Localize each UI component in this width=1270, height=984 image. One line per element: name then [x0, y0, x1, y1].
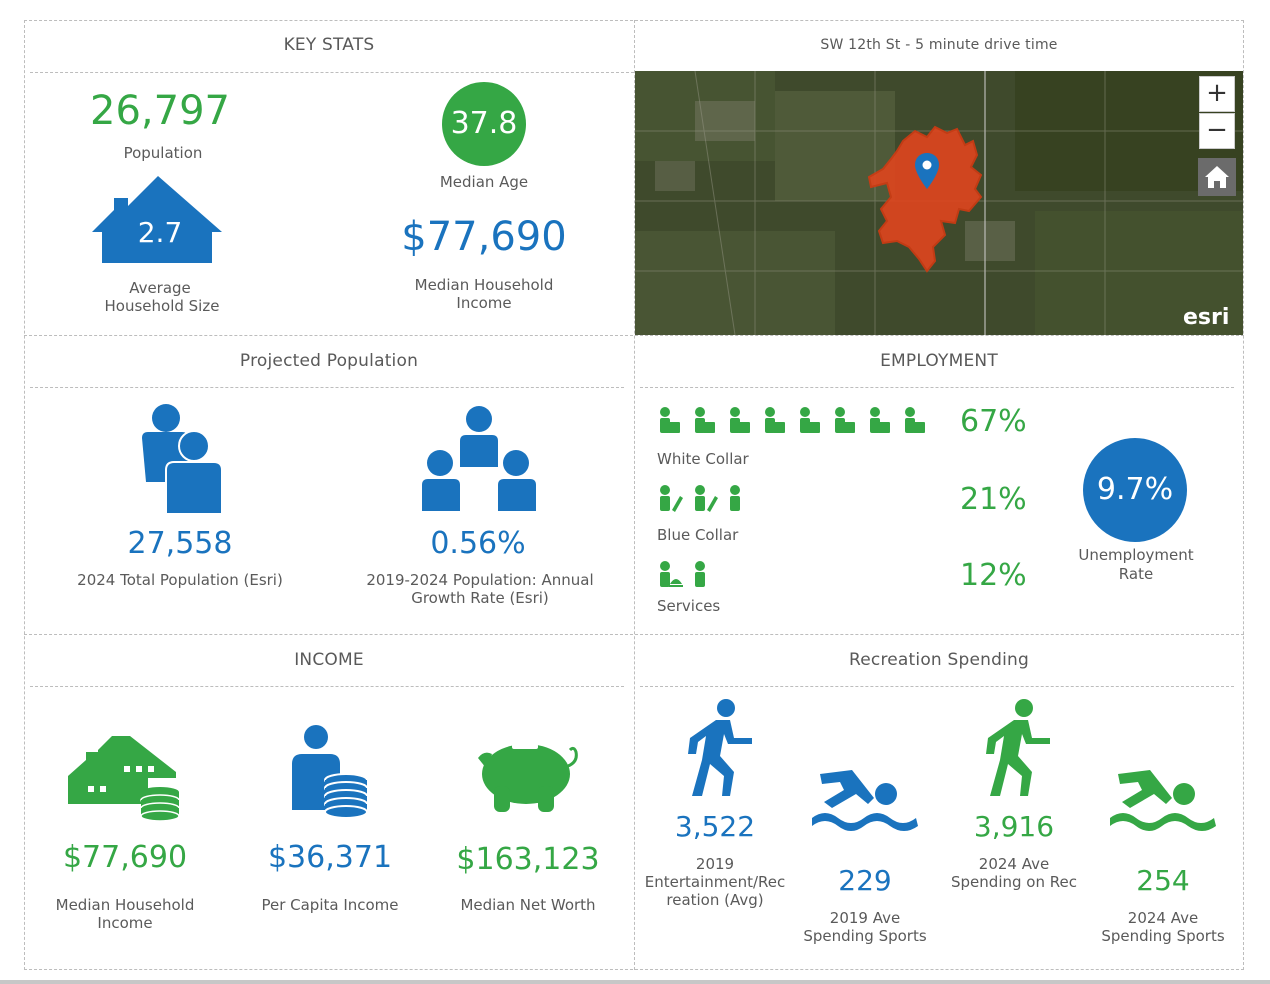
employment-title-rule: [640, 387, 1234, 388]
income-median-household-label-2: Income: [97, 914, 153, 932]
median-income-value: $77,690: [401, 214, 567, 260]
person-coins-icon: [292, 725, 368, 819]
sports-2024-label-2: Spending Sports: [1101, 927, 1225, 945]
home-button[interactable]: [1198, 158, 1236, 196]
services-pct: 12%: [960, 558, 1027, 593]
swimmer-icon: [812, 770, 918, 831]
home-icon: [1205, 166, 1229, 188]
piggy-bank-icon: [478, 744, 578, 812]
divider-row-1: [24, 335, 1244, 336]
employment-title: EMPLOYMENT: [880, 351, 998, 371]
ent-2019-value: 3,522: [674, 810, 756, 843]
growth-rate-label-2: Growth Rate (Esri): [411, 589, 549, 607]
growth-rate-label-1: 2019-2024 Population: Annual: [366, 571, 594, 589]
group-people-icon: [422, 406, 536, 511]
service-worker-icon: [660, 561, 705, 587]
esri-logo: esri: [1183, 305, 1230, 330]
zoom-in-button[interactable]: +: [1199, 76, 1235, 112]
satellite-imagery: [635, 71, 1243, 335]
location-pin-icon: [915, 153, 939, 189]
population-label: Population: [123, 144, 203, 162]
household-size-label-2: Household Size: [104, 297, 220, 315]
sports-2019-label-2: Spending Sports: [803, 927, 927, 945]
key-stats-title: KEY STATS: [283, 35, 375, 55]
sports-2024-value: 254: [1136, 864, 1190, 897]
sports-2024-label-1: 2024 Ave: [1127, 909, 1199, 927]
recreation-title-rule: [640, 686, 1234, 687]
sports-2019-label-1: 2019 Ave: [829, 909, 901, 927]
wrench-worker-icon: [660, 485, 740, 512]
population-value: 26,797: [90, 88, 230, 134]
ent-2019-label-1: 2019: [695, 855, 735, 873]
projected-total-value: 27,558: [127, 526, 233, 561]
median-age-label: Median Age: [439, 173, 529, 191]
rec-2024-label-2: Spending on Rec: [951, 873, 1077, 891]
median-income-label-1: Median Household: [414, 276, 554, 294]
blue-collar-label: Blue Collar: [657, 526, 739, 544]
house-icon: [92, 176, 222, 263]
per-capita-label: Per Capita Income: [261, 896, 399, 914]
household-size-value: 2.7: [137, 216, 183, 249]
briefcase-worker-icon: [660, 407, 925, 433]
divider-vertical: [634, 20, 635, 970]
household-size-label-1: Average: [129, 279, 191, 297]
page-bottom-border: [0, 980, 1270, 984]
house-coins-icon: [68, 736, 180, 822]
ent-2019-label-2: Entertainment/Rec: [644, 873, 786, 891]
white-collar-label: White Collar: [657, 450, 749, 468]
projected-title-rule: [30, 387, 624, 388]
projected-total-label: 2024 Total Population (Esri): [77, 571, 283, 589]
blue-collar-pct: 21%: [960, 482, 1027, 517]
zoom-out-button[interactable]: −: [1199, 113, 1235, 149]
projected-population-title: Projected Population: [239, 351, 419, 371]
income-title: INCOME: [294, 650, 364, 670]
white-collar-pct: 67%: [960, 404, 1027, 439]
recreation-title: Recreation Spending: [848, 650, 1029, 670]
white-collar-icons: [658, 406, 933, 440]
growth-rate-value: 0.56%: [430, 526, 526, 561]
median-age-badge: 37.8: [442, 82, 526, 166]
walking-person-icon: [986, 699, 1050, 796]
net-worth-value: $163,123: [456, 842, 600, 877]
income-title-rule: [30, 686, 624, 687]
rec-2024-value: 3,916: [973, 810, 1055, 843]
median-income-label-2: Income: [456, 294, 512, 312]
drive-time-map[interactable]: + − esri: [635, 71, 1243, 335]
services-icons: [658, 560, 718, 594]
unemployment-label-1: Unemployment: [1078, 546, 1194, 564]
rec-2024-label-1: 2024 Ave: [978, 855, 1050, 873]
sports-2019-value: 229: [838, 864, 892, 897]
unemployment-badge: 9.7%: [1083, 438, 1187, 542]
net-worth-label: Median Net Worth: [460, 896, 596, 914]
divider-row-2: [24, 634, 1244, 635]
income-median-household-label-1: Median Household: [55, 896, 195, 914]
per-capita-value: $36,371: [267, 840, 393, 875]
unemployment-label-2: Rate: [1118, 565, 1154, 583]
walking-person-icon: [688, 699, 752, 796]
map-title: SW 12th St - 5 minute drive time: [820, 37, 1058, 53]
two-people-icon: [142, 404, 223, 515]
income-median-household-value: $77,690: [62, 840, 188, 875]
swimmer-icon: [1110, 770, 1216, 831]
services-label: Services: [657, 597, 721, 615]
blue-collar-icons: [658, 484, 753, 518]
ent-2019-label-3: reation (Avg): [666, 891, 764, 909]
key-stats-title-rule: [30, 72, 634, 73]
